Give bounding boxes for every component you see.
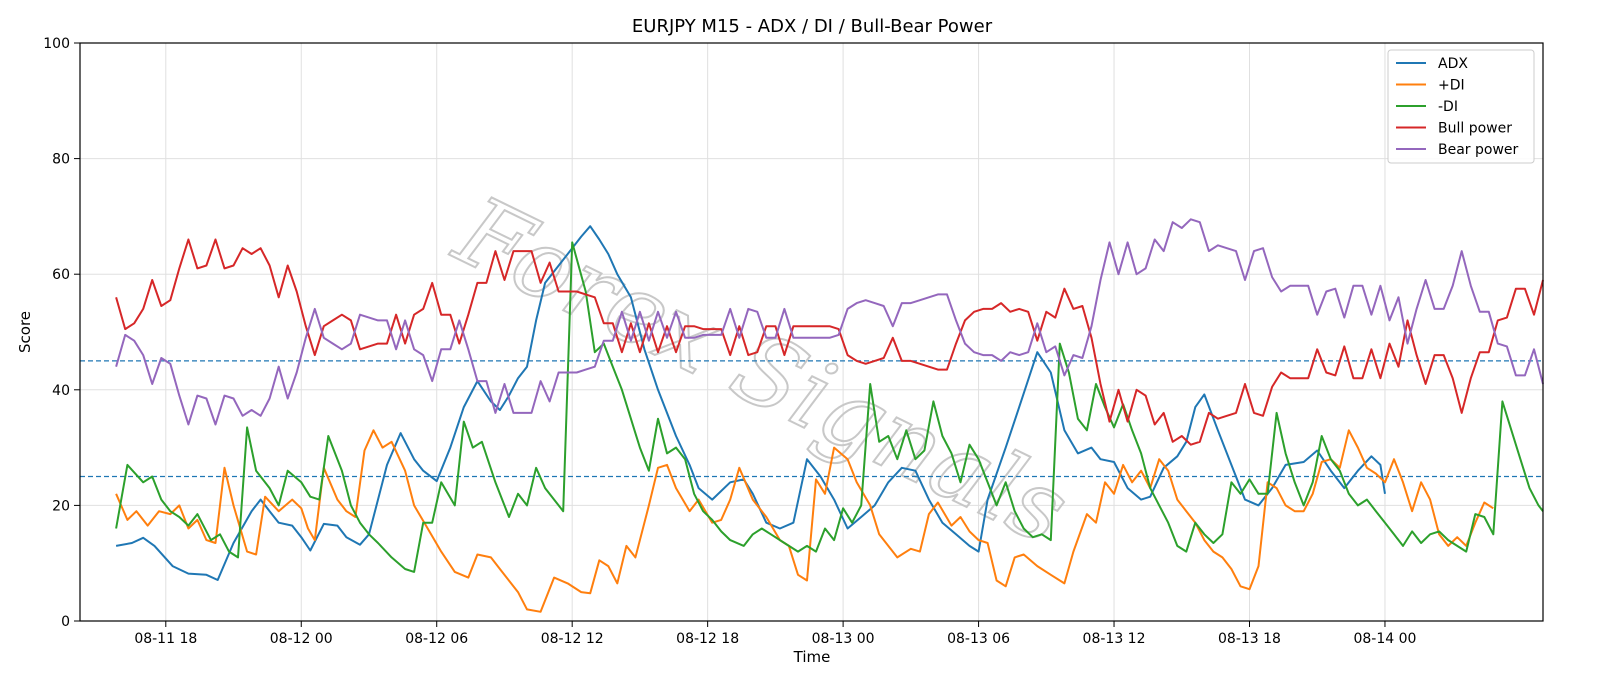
x-tick-label: 08-12 00 — [270, 631, 333, 647]
x-tick-label: 08-13 12 — [1083, 631, 1146, 647]
series-line-di — [115, 429, 1494, 613]
reference-lines — [80, 360, 1543, 478]
y-axis: 0 20 40 60 80 100 — [43, 36, 80, 630]
y-tick-label: 40 — [52, 383, 70, 399]
series-line-bear-power — [115, 218, 1544, 426]
x-tick-label: 08-11 18 — [134, 631, 197, 647]
y-axis-title: Score — [16, 311, 34, 353]
series-line-bull-power — [115, 238, 1544, 446]
plot-frame — [79, 42, 1544, 622]
x-tick-label: 08-12 06 — [405, 631, 468, 647]
x-tick-label: 08-12 12 — [541, 631, 604, 647]
x-axis: 08-11 18 08-12 00 08-12 06 08-12 12 08-12 18… — [134, 621, 1416, 647]
series-line-di — [115, 241, 1544, 573]
x-tick-label: 08-13 00 — [812, 631, 875, 647]
series-lines — [115, 218, 1544, 613]
y-tick-label: 60 — [52, 267, 70, 283]
x-axis-title: Time — [793, 648, 831, 666]
y-tick-label: 0 — [61, 614, 70, 630]
y-tick-label: 20 — [52, 498, 70, 514]
legend-label: +DI — [1438, 78, 1465, 94]
x-tick-label: 08-13 18 — [1218, 631, 1281, 647]
y-tick-label: 100 — [43, 36, 70, 52]
legend-box — [1387, 49, 1535, 164]
x-tick-label: 08-13 06 — [947, 631, 1010, 647]
y-tick-label: 80 — [52, 152, 70, 168]
legend-label: -DI — [1438, 99, 1458, 115]
x-tick-label: 08-12 18 — [676, 631, 739, 647]
x-tick-label: 08-14 00 — [1353, 631, 1416, 647]
legend-label: ADX — [1438, 56, 1468, 72]
legend-label: Bear power — [1438, 142, 1519, 158]
legend-label: Bull power — [1438, 121, 1512, 137]
legend: ADX +DI -DI Bull power Bear power — [1387, 49, 1535, 164]
chart-title: EURJPY M15 - ADX / DI / Bull-Bear Power — [632, 16, 993, 37]
